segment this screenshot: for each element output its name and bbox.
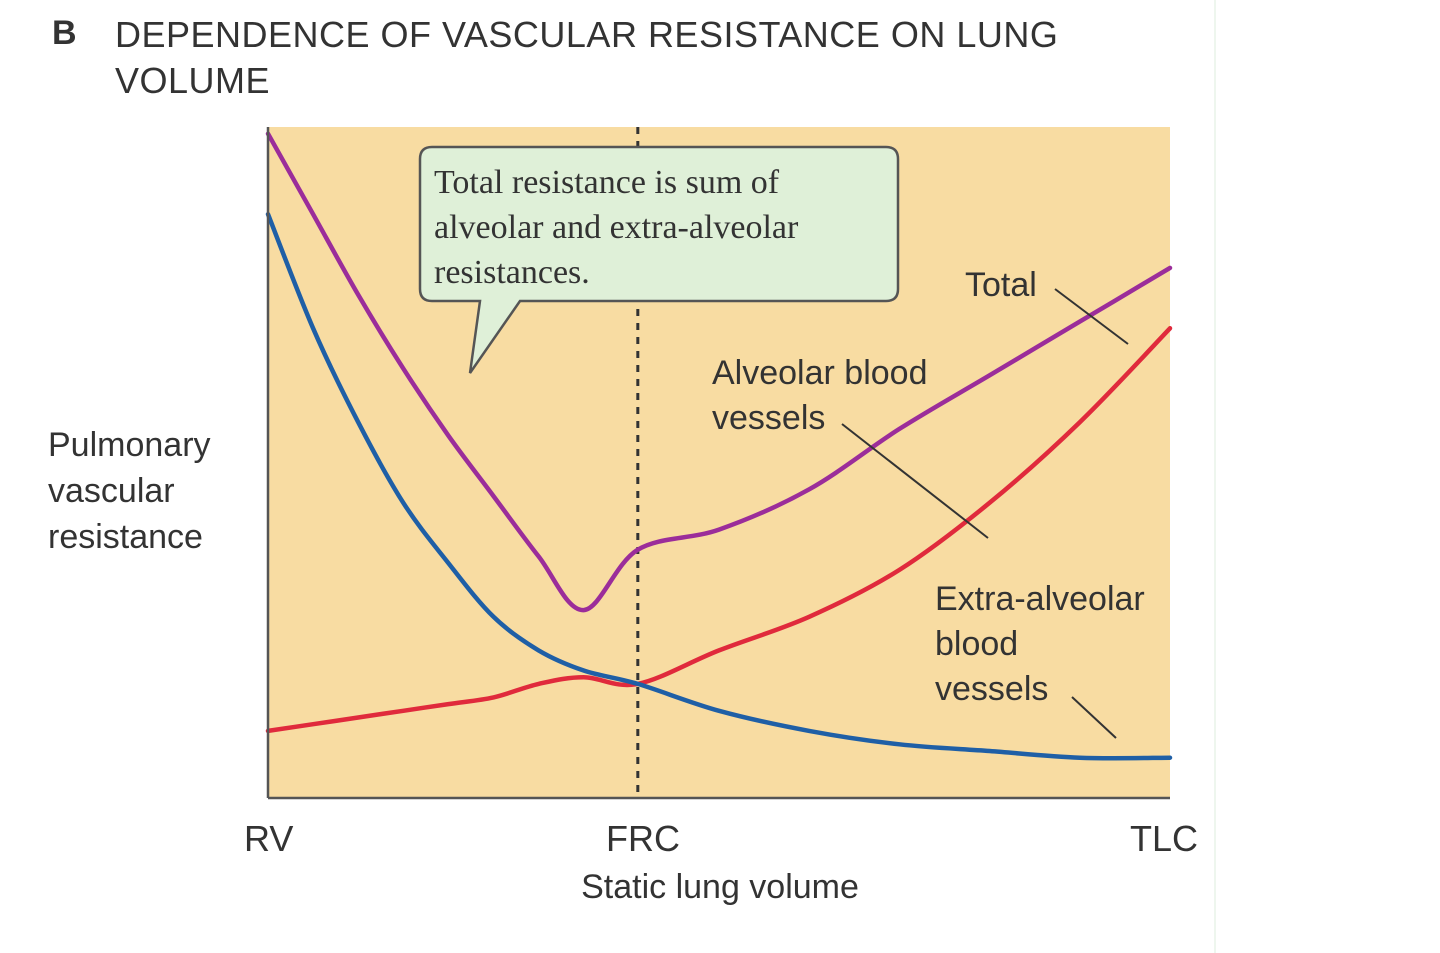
chart-title-line-2: VOLUME [115,60,271,101]
series-label-extra-alveolar: Extra-alveolar blood vessels [935,580,1145,739]
page-divider [1214,0,1216,953]
y-axis-label-line-1: Pulmonary [48,426,211,464]
chart-title: DEPENDENCE OF VASCULAR RESISTANCE ON LUN… [115,12,1155,104]
x-tick-rv: RV [244,818,294,859]
series-label-alveolar-line-2: vessels [712,399,825,437]
annotation-line-1: Total resistance is sum of [434,164,780,201]
x-axis-title: Static lung volume [581,868,859,906]
series-extra-alveolar-line [265,211,1173,761]
series-label-extra-line-1: Extra-alveolar [935,580,1145,618]
annotation-line-3: resistances. [434,254,590,291]
series-label-total-leader [1054,288,1129,345]
annotation-bubble [418,145,900,374]
annotation-callout: Total resistance is sum of alveolar and … [418,145,900,374]
y-axis-label: Pulmonary vascular resistance [48,422,248,560]
x-tick-frc: FRC [606,818,680,859]
series-label-extra-line-3: vessels [935,670,1048,708]
series-label-total: Total [965,266,1129,345]
series-label-extra-line-2: blood [935,625,1018,663]
x-tick-tlc: TLC [1130,818,1199,859]
series-label-alveolar-leader [841,423,989,539]
panel-letter: B [52,14,77,52]
series-total-line [265,131,1173,613]
series-label-alveolar-line-1: Alveolar blood [712,354,927,392]
series-label-alveolar: Alveolar blood vessels [712,354,989,539]
annotation-line-2: alveolar and extra-alveolar [434,209,799,246]
series-label-total-text: Total [965,266,1037,304]
chart-title-line-1: DEPENDENCE OF VASCULAR RESISTANCE ON LUN… [115,14,1059,55]
series-label-extra-leader [1071,696,1117,739]
y-axis-label-line-2: vascular [48,472,175,510]
y-axis-label-line-3: resistance [48,518,203,556]
